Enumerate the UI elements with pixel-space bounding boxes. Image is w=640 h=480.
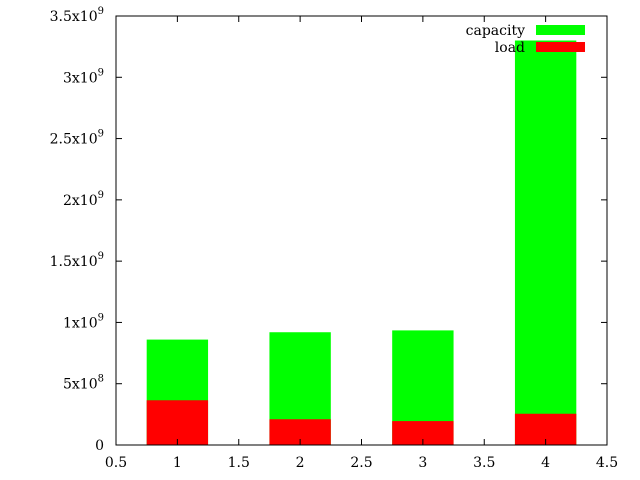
x-tick-label: 4 [541,455,550,471]
legend-label-capacity: capacity [466,23,525,39]
y-tick-label: 1.5x109 [50,251,104,270]
x-tick-label: 1 [173,455,182,471]
y-tick-label: 5x108 [63,374,104,393]
bar-load-1 [146,400,209,445]
x-tick-label: 3 [418,455,427,471]
x-tick-label: 0.5 [105,455,127,471]
bar-capacity-4 [514,40,577,446]
x-tick-label: 1.5 [228,455,250,471]
x-tick-label: 4.5 [596,455,618,471]
ticks-layer: 0.5 1 1.5 2 2.5 3 3.5 4 4.5 0 5x108 1x109 1.5x109 2x1… [50,6,618,471]
x-tick-label: 2 [296,455,305,471]
bars-layer [146,40,577,446]
y-tick-label: 0 [95,438,104,454]
legend-swatch-capacity [536,25,585,35]
x-tick-label: 3.5 [473,455,495,471]
y-tick-label: 2x109 [63,190,104,209]
y-tick-label: 3x109 [63,67,104,86]
y-tick-label: 3.5x109 [50,6,104,25]
legend-swatch-load [536,42,585,52]
legend-label-load: load [495,40,525,56]
bar-load-3 [392,421,454,445]
y-tick-label: 1x109 [63,312,104,331]
x-tick-label: 2.5 [350,455,372,471]
y-tick-label: 2.5x109 [50,129,104,148]
